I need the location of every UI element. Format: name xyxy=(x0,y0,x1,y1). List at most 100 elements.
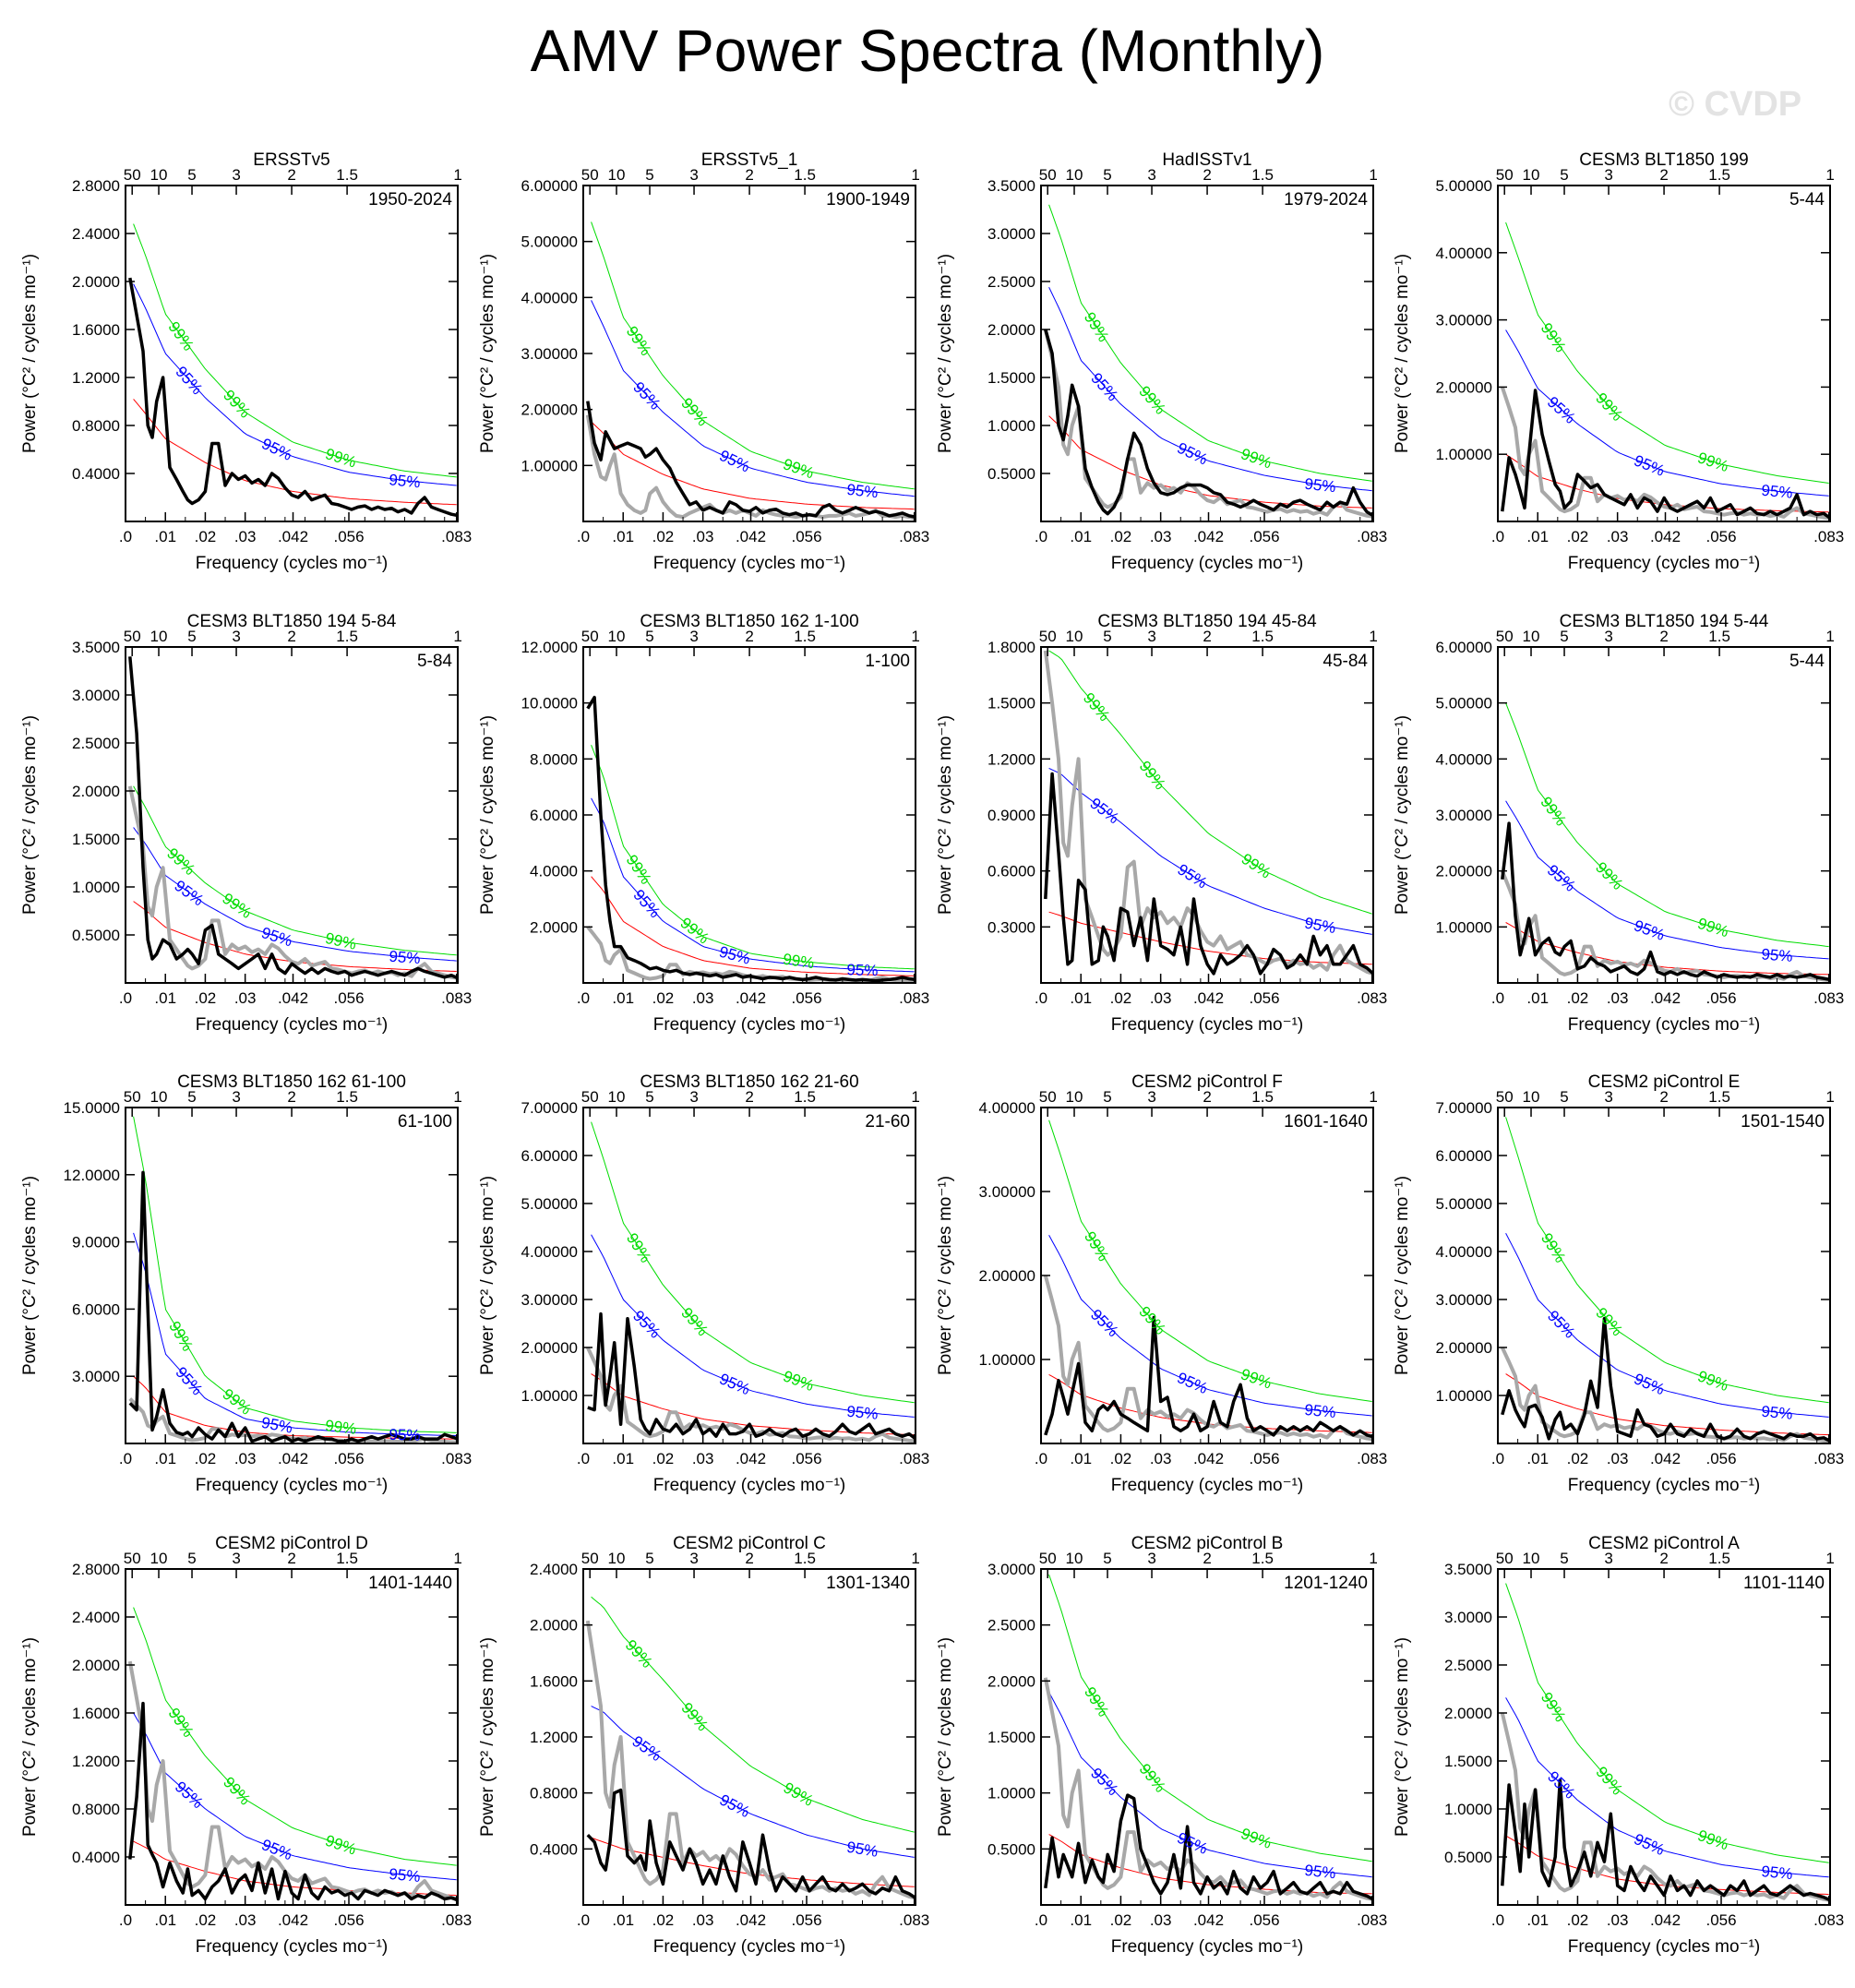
y-tick-label: 1.5000 xyxy=(72,831,120,848)
y-tick-label: 0.9000 xyxy=(987,807,1035,824)
reference-spectrum-line xyxy=(1500,869,1830,982)
panel-title: HadISSTv1 xyxy=(1162,150,1251,170)
spectrum-line xyxy=(1044,1315,1373,1439)
top-tick-label: 1.5 xyxy=(794,1088,816,1106)
y-tick-label: 2.0000 xyxy=(530,1617,578,1635)
top-tick-label: 10 xyxy=(1523,166,1540,184)
top-tick-label: 1 xyxy=(1369,1550,1377,1567)
top-tick-label: 2 xyxy=(1203,1550,1211,1567)
y-tick-label: 1.2000 xyxy=(987,750,1035,768)
spectrum-line xyxy=(586,401,916,519)
panel-period: 5-44 xyxy=(1789,190,1825,210)
plot-area: 99%95%99%95%99%95% xyxy=(1500,702,1830,982)
top-tick-label: 2 xyxy=(287,166,295,184)
significance-label: 95% xyxy=(259,435,295,464)
y-tick-label: 2.0000 xyxy=(72,1657,120,1674)
top-tick-label: 2 xyxy=(745,166,753,184)
x-tick-label: .02 xyxy=(1567,1911,1589,1929)
top-tick-label: 1.5 xyxy=(336,1550,358,1567)
x-tick-label: .042 xyxy=(1650,1450,1681,1467)
x-tick-label: .083 xyxy=(1357,1450,1387,1467)
x-axis-label: Frequency (cycles mo⁻¹) xyxy=(653,1015,846,1035)
x-tick-label: .01 xyxy=(1526,1450,1549,1467)
significance-label: 99% xyxy=(1135,383,1169,418)
significance-label: 99% xyxy=(1239,1825,1275,1852)
x-tick-label: .02 xyxy=(195,528,217,545)
y-axis-label: Power (°C² / cycles mo⁻¹) xyxy=(1393,254,1412,453)
panel-title: CESM3 BLT1850 162 21-60 xyxy=(640,1072,858,1092)
top-tick-label: 50 xyxy=(581,628,599,645)
reference-spectrum-line xyxy=(585,1347,916,1443)
y-tick-label: 3.5000 xyxy=(1444,1561,1492,1578)
x-tick-label: .042 xyxy=(736,1911,766,1929)
top-tick-label: 2 xyxy=(745,1088,753,1106)
sig95-curve xyxy=(1048,767,1372,935)
significance-label: 99% xyxy=(1080,689,1114,725)
top-tick-label: 5 xyxy=(187,628,196,645)
y-tick-label: 2.00000 xyxy=(521,1339,578,1357)
y-tick-label: 4.00000 xyxy=(521,1243,578,1261)
x-tick-label: .03 xyxy=(1607,528,1629,545)
significance-label: 95% xyxy=(1632,451,1668,479)
y-tick-label: 1.6000 xyxy=(530,1672,578,1690)
sig99-curve xyxy=(591,222,915,490)
y-axis-label: Power (°C² / cycles mo⁻¹) xyxy=(1393,1637,1412,1837)
x-tick-label: .042 xyxy=(278,528,308,545)
x-axis-label: Frequency (cycles mo⁻¹) xyxy=(1111,1937,1304,1957)
top-tick-label: 50 xyxy=(124,1088,141,1106)
top-tick-label: 2 xyxy=(1659,166,1668,184)
x-tick-label: .03 xyxy=(692,1911,714,1929)
x-axis-label: Frequency (cycles mo⁻¹) xyxy=(1568,1476,1761,1495)
plot-area: 99%95%99%95%99%95% xyxy=(585,1596,916,1900)
x-tick-label: .0 xyxy=(577,1450,590,1467)
top-tick-label: 1.5 xyxy=(1251,1088,1274,1106)
significance-label: 99% xyxy=(1538,319,1570,355)
panel-period: 1201-1240 xyxy=(1284,1574,1368,1593)
top-tick-label: 10 xyxy=(1523,1550,1540,1567)
y-tick-label: 4.00000 xyxy=(521,289,578,306)
y-tick-label: 1.00000 xyxy=(521,1387,578,1405)
top-tick-label: 2 xyxy=(1203,166,1211,184)
red-noise-curve xyxy=(591,1373,915,1436)
top-tick-label: 50 xyxy=(1039,628,1057,645)
y-tick-label: 2.4000 xyxy=(530,1561,578,1578)
x-tick-label: .01 xyxy=(1070,989,1092,1007)
top-tick-label: 2 xyxy=(745,628,753,645)
significance-label: 99% xyxy=(1081,1683,1112,1719)
top-tick-label: 2 xyxy=(745,1550,753,1567)
y-tick-label: 6.0000 xyxy=(530,807,578,824)
x-tick-label: .0 xyxy=(1035,989,1047,1007)
red-noise-curve xyxy=(591,876,915,976)
top-tick-label: 1.5 xyxy=(1708,166,1730,184)
y-tick-label: 2.0000 xyxy=(987,1672,1035,1690)
top-tick-label: 3 xyxy=(232,1550,240,1567)
top-tick-label: 1.5 xyxy=(794,1550,816,1567)
significance-label: 99% xyxy=(677,914,712,947)
x-axis-label: Frequency (cycles mo⁻¹) xyxy=(196,1937,389,1957)
panel-title: ERSSTv5 xyxy=(253,150,329,170)
x-tick-label: .042 xyxy=(1193,989,1224,1007)
panel-title: ERSSTv5_1 xyxy=(701,150,798,170)
y-tick-label: 0.5000 xyxy=(72,927,120,944)
sig95-curve xyxy=(591,1706,915,1858)
x-tick-label: .02 xyxy=(1567,989,1589,1007)
top-tick-label: 50 xyxy=(1039,1088,1057,1106)
x-tick-label: .042 xyxy=(1650,528,1681,545)
plot-area: 99%95%99%95%99%95% xyxy=(586,695,916,983)
top-tick-label: 5 xyxy=(1560,1088,1568,1106)
significance-label: 95% xyxy=(1303,914,1337,937)
red-noise-curve xyxy=(1505,1373,1829,1436)
significance-label: 95% xyxy=(1632,1830,1668,1859)
significance-label: 95% xyxy=(389,1865,422,1886)
y-tick-label: 7.00000 xyxy=(1436,1099,1492,1117)
significance-label: 99% xyxy=(1695,1826,1730,1853)
top-tick-label: 1.5 xyxy=(1708,1088,1730,1106)
y-axis-label: Power (°C² / cycles mo⁻¹) xyxy=(20,1637,40,1837)
x-tick-label: .03 xyxy=(1607,989,1629,1007)
significance-label: 99% xyxy=(1695,1367,1731,1395)
y-tick-label: 2.0000 xyxy=(987,321,1035,339)
x-tick-label: .042 xyxy=(278,989,308,1007)
y-tick-label: 3.0000 xyxy=(987,1561,1035,1578)
significance-label: 95% xyxy=(846,481,880,502)
